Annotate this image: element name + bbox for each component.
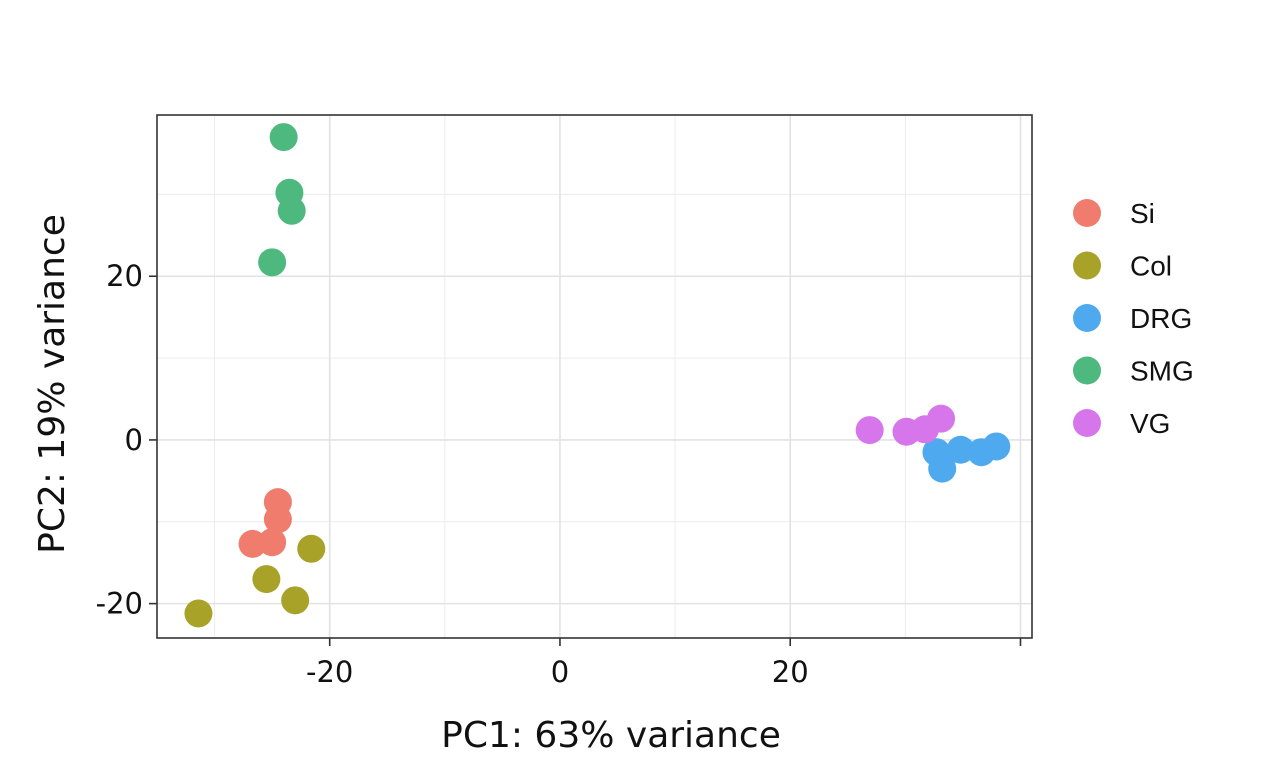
legend-key <box>1073 251 1101 280</box>
point-col <box>281 586 310 615</box>
data-points <box>184 123 1011 628</box>
legend-label: VG <box>1130 408 1170 439</box>
point-vg <box>927 404 956 433</box>
point-col <box>184 599 213 628</box>
series-col <box>184 534 326 628</box>
point-col <box>252 565 281 594</box>
point-drg <box>946 435 975 464</box>
legend-label: Col <box>1130 251 1172 282</box>
legend-label: SMG <box>1130 356 1194 387</box>
point-drg <box>928 454 957 483</box>
legend-item-si: Si <box>1073 198 1155 229</box>
legend-key <box>1073 199 1101 227</box>
legend-item-smg: SMG <box>1073 356 1194 387</box>
legend-item-drg: DRG <box>1073 303 1192 334</box>
x-tick-label: 20 <box>772 655 809 689</box>
y-tick-label: 0 <box>125 423 143 457</box>
point-drg <box>982 432 1011 461</box>
point-smg <box>277 196 306 225</box>
x-tick-labels: -20 0 20 <box>306 655 809 689</box>
legend-label: DRG <box>1130 303 1192 334</box>
point-smg <box>269 123 298 152</box>
legend: Si Col DRG SMG VG <box>1073 198 1194 439</box>
y-axis-title: PC2: 19% variance <box>32 214 73 554</box>
y-tick-label: -20 <box>96 587 143 621</box>
x-axis-title: PC1: 63% variance <box>441 715 781 756</box>
point-smg <box>258 248 287 277</box>
series-drg <box>922 432 1011 483</box>
point-si <box>258 528 287 557</box>
x-tick-label: -20 <box>306 655 353 689</box>
legend-item-col: Col <box>1073 251 1172 282</box>
series-smg <box>258 123 306 277</box>
axis-ticks <box>149 275 1022 646</box>
point-col <box>297 534 326 563</box>
series-si <box>238 488 292 558</box>
grid-minor-lines <box>157 115 1032 638</box>
legend-key <box>1073 304 1101 332</box>
legend-label: Si <box>1130 198 1155 229</box>
legend-key <box>1073 409 1101 437</box>
legend-item-vg: VG <box>1073 408 1170 439</box>
x-tick-label: 0 <box>551 655 569 689</box>
legend-key <box>1073 356 1101 385</box>
point-si <box>263 505 292 534</box>
grid-major-lines <box>157 115 1032 638</box>
point-vg <box>855 416 884 445</box>
series-vg <box>855 404 956 446</box>
plot-border <box>156 114 1033 639</box>
y-tick-label: 20 <box>106 259 143 293</box>
y-tick-labels: -20 0 20 <box>96 259 143 620</box>
